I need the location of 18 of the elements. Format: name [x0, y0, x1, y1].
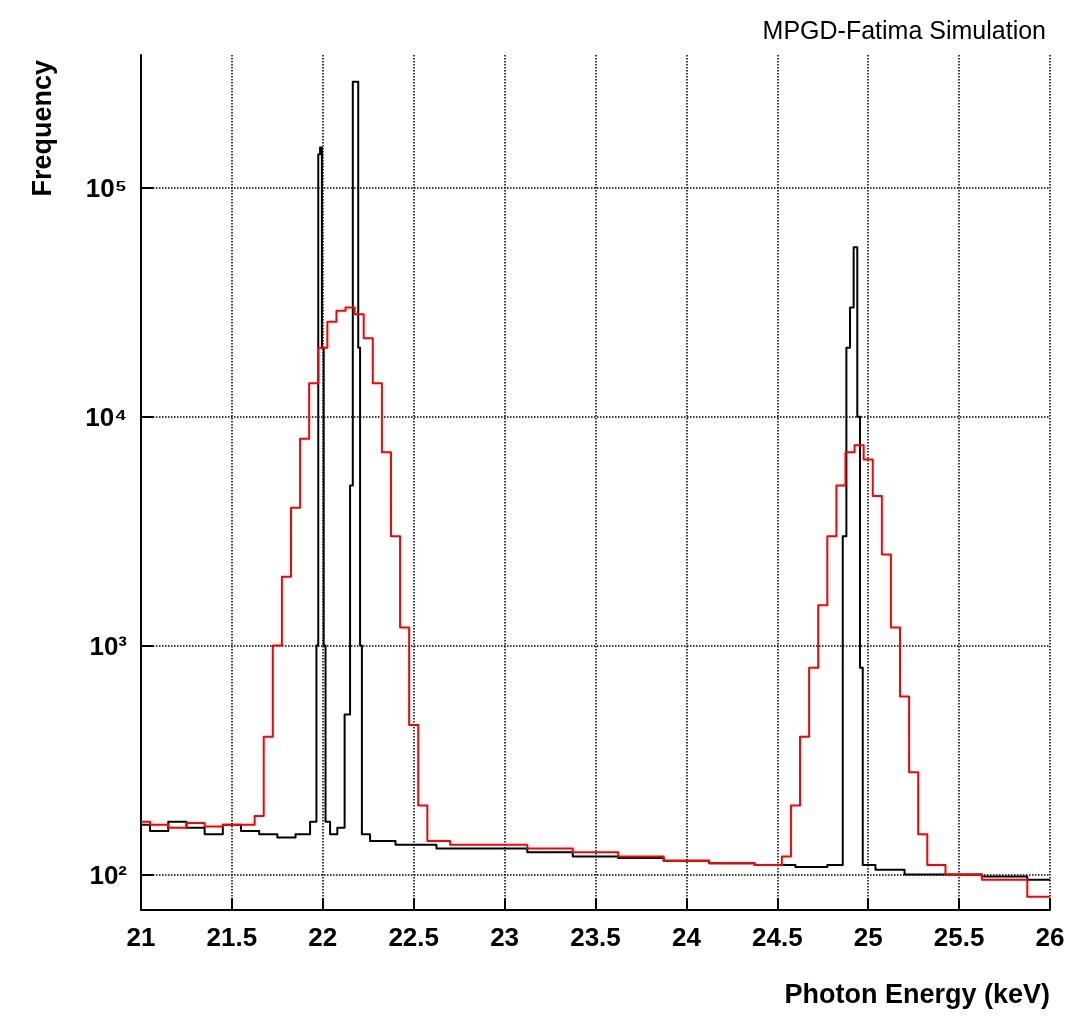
x-tick-label: 21 — [126, 922, 156, 952]
y-tick-label: 10⁵ — [85, 172, 127, 203]
y-tick-label: 10⁴ — [85, 401, 127, 432]
x-tick-label: 24.5 — [752, 922, 803, 952]
x-axis-title: Photon Energy (keV) — [784, 978, 1050, 1009]
x-tick-label: 25.5 — [933, 922, 985, 952]
y-tick-label: 10² — [89, 859, 128, 890]
x-tick-label: 21.5 — [206, 922, 258, 952]
y-axis-title: Frequency — [26, 60, 57, 197]
y-tick-label: 10³ — [89, 630, 128, 661]
x-tick-label: 22.5 — [388, 922, 439, 952]
x-tick-label: 22 — [308, 922, 338, 952]
x-tick-label: 26 — [1035, 922, 1065, 952]
x-tick-label: 23.5 — [570, 922, 621, 952]
x-tick-label: 23 — [490, 922, 520, 952]
x-tick-label: 24 — [671, 922, 702, 952]
x-tick-label: 25 — [853, 922, 883, 952]
chart-title: MPGD-Fatima Simulation — [762, 15, 1047, 44]
